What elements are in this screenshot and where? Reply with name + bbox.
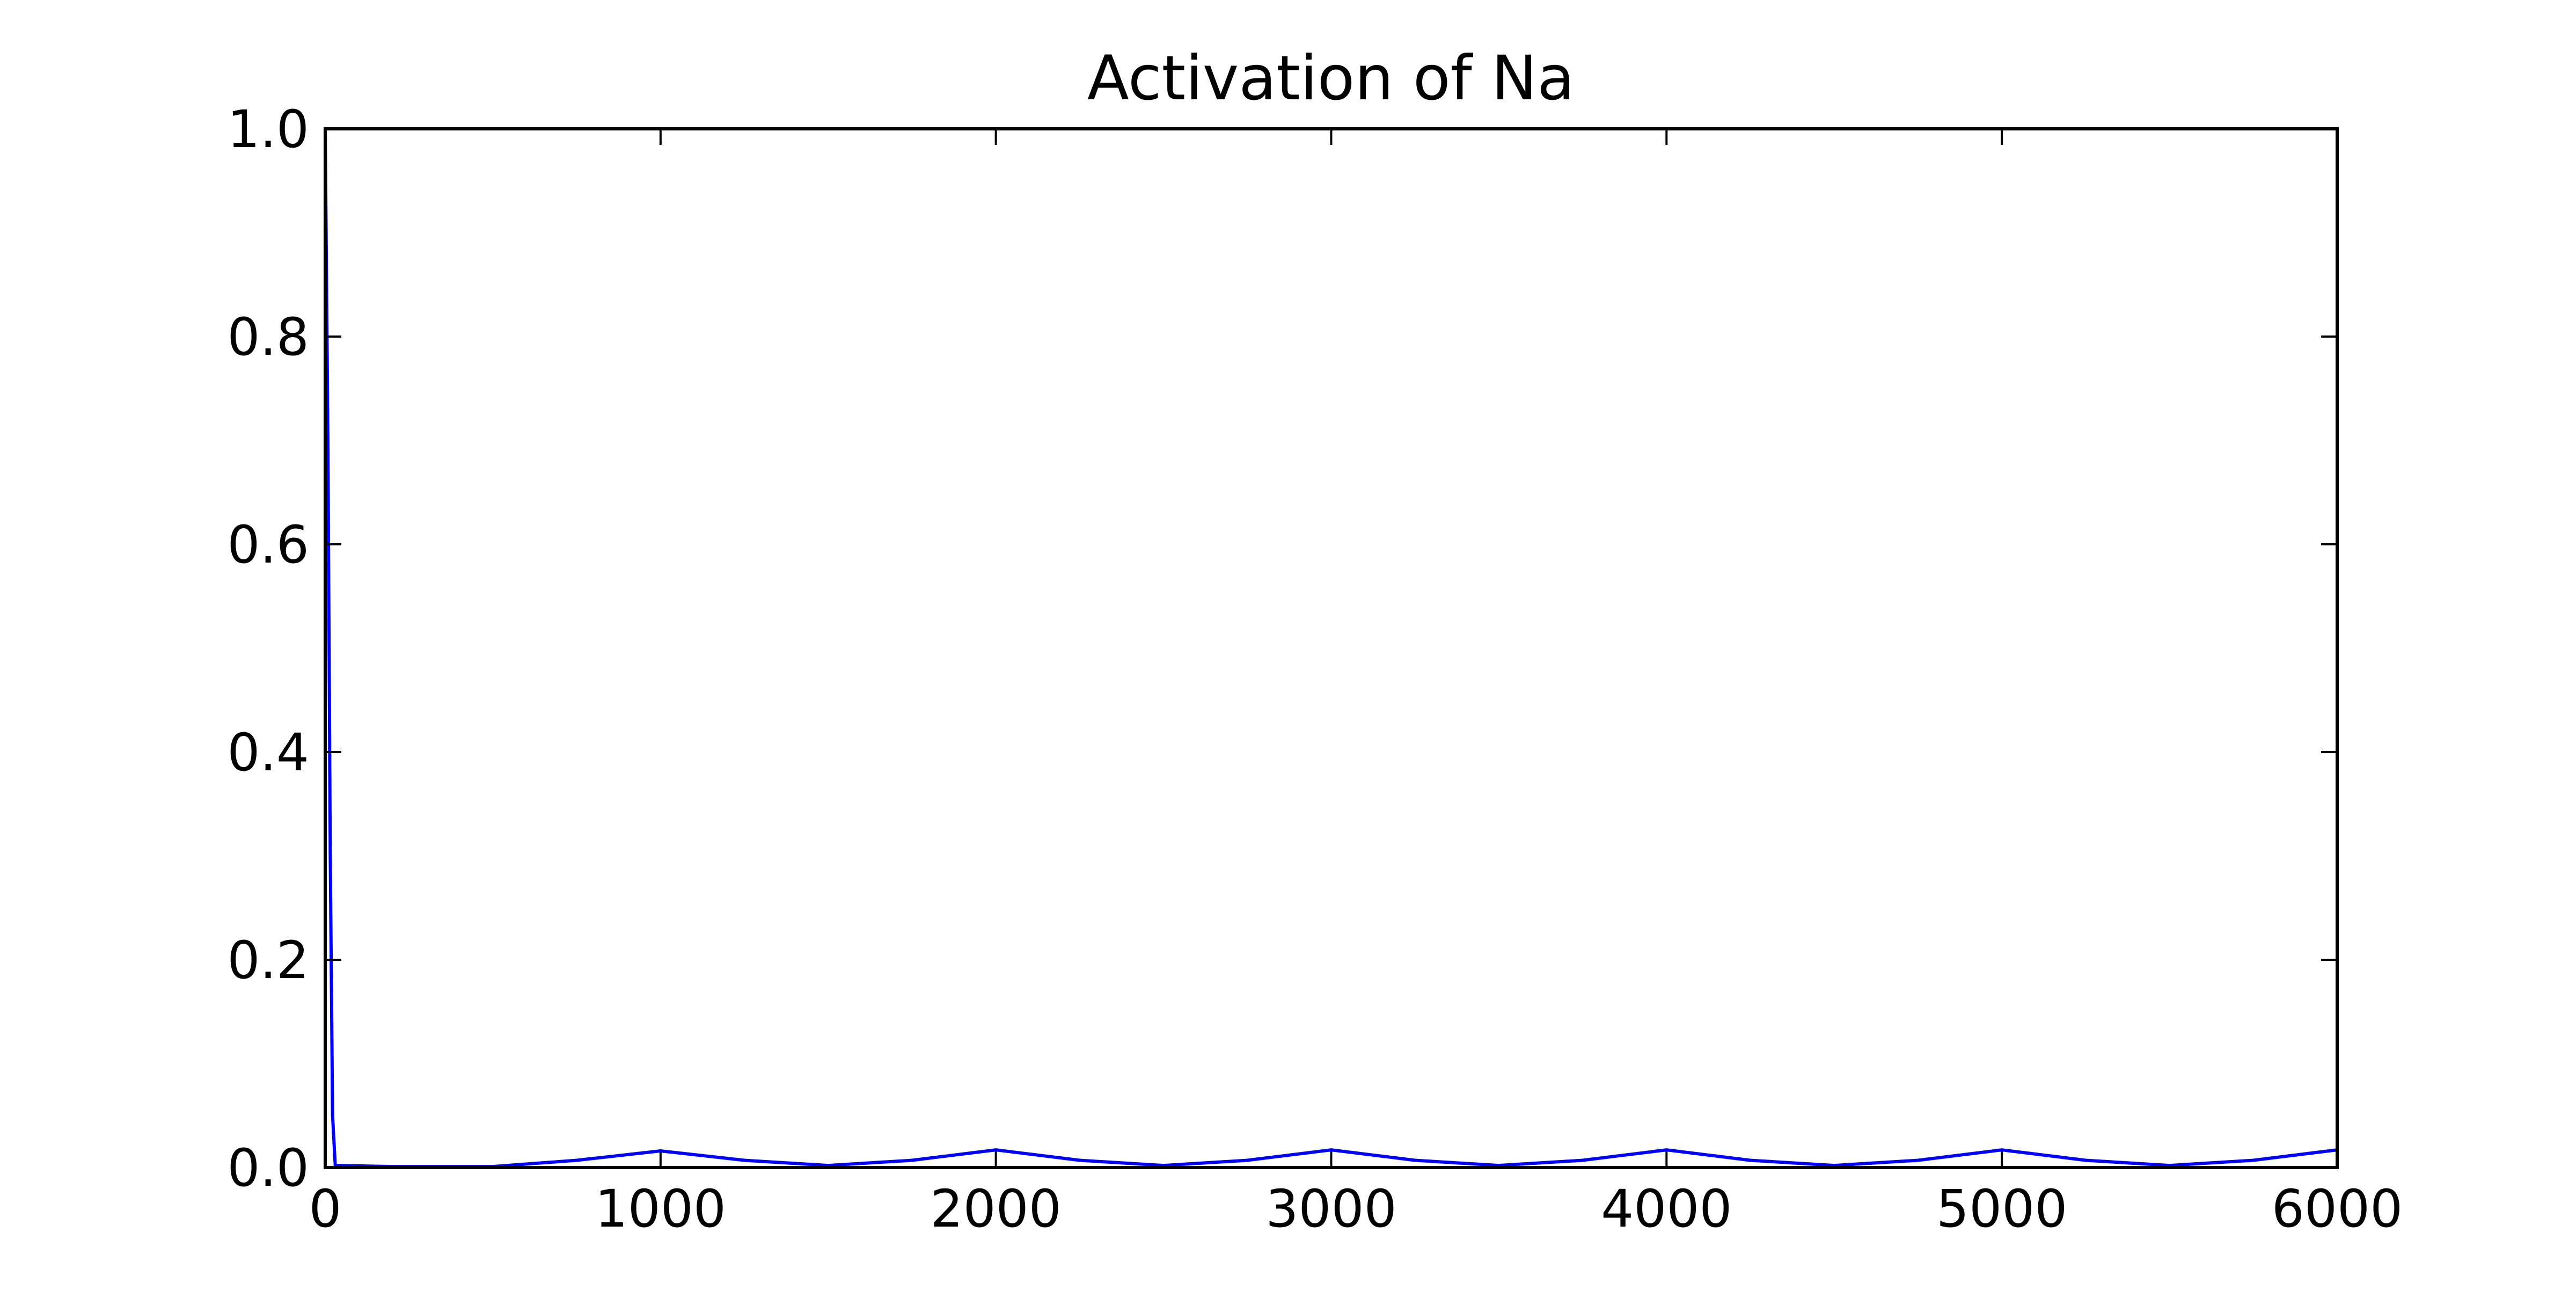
plot-frame <box>324 127 2339 1169</box>
y-tick-label: 0.2 <box>227 930 309 990</box>
y-tick-label: 0.8 <box>227 307 309 367</box>
y-tick-label: 1.0 <box>227 99 309 159</box>
x-tick-label: 1000 <box>595 1179 726 1239</box>
x-tick-label: 2000 <box>931 1179 1062 1239</box>
ticks-layer: 0 1000 2000 3000 4000 5000 6000 0.0 0.2 0.4 0.6 0.8… <box>227 99 2403 1239</box>
y-tick-label: 0.0 <box>227 1138 309 1198</box>
x-tick-label: 5000 <box>1936 1179 2067 1239</box>
x-tick-label: 3000 <box>1265 1179 1396 1239</box>
x-tick-label: 6000 <box>2272 1179 2403 1239</box>
x-tick-label: 4000 <box>1601 1179 1732 1239</box>
y-tick-label: 0.4 <box>227 723 309 783</box>
y-tick-label: 0.6 <box>227 515 309 575</box>
x-tick-label: 0 <box>309 1179 341 1239</box>
chart-title: Activation of Na <box>1087 42 1575 114</box>
